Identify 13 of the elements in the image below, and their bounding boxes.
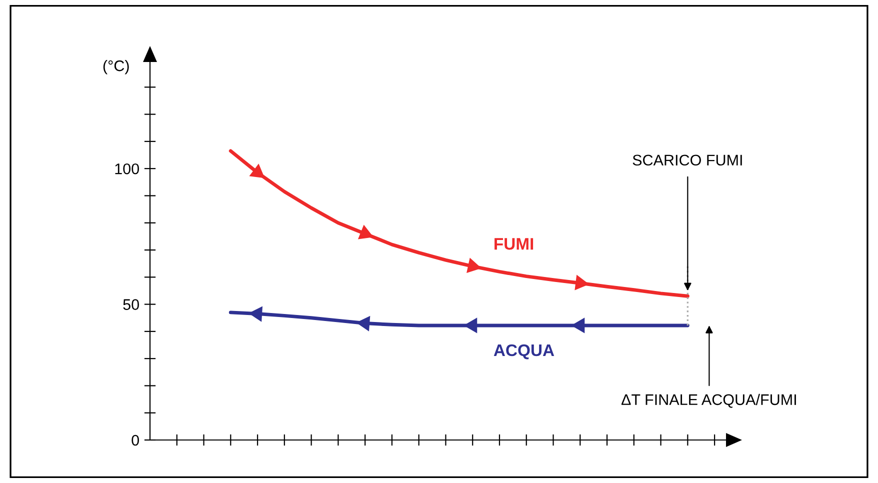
annotation: ΔT FINALE ACQUA/FUMI [621,394,796,408]
y-tick-label: 0 [132,434,139,446]
series-label: ACQUA [494,344,554,360]
point [356,316,370,331]
y-tick-label: 50 [123,299,139,310]
y-tick-label: 100 [115,163,139,174]
y-axis-title: (°C) [103,60,129,74]
series-label: FUMI [494,238,534,250]
point [572,318,585,333]
point [249,306,262,322]
point [464,318,478,333]
annotation: SCARICO FUMI [632,154,742,166]
point [250,164,264,178]
